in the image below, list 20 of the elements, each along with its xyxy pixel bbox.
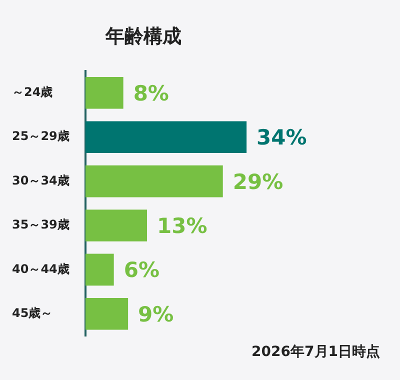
- y-tick-label: ～24歳: [12, 85, 53, 100]
- text: 2026年7月1日時点: [252, 343, 380, 361]
- data-label: 34%: [256, 126, 307, 150]
- y-tick-label: 35～39歳: [12, 218, 70, 232]
- data-label: 29%: [232, 170, 284, 194]
- bar: [85, 298, 128, 330]
- bar: [85, 121, 247, 154]
- chart-title: 年齢構成: [104, 25, 182, 48]
- y-tick-label: 45歳～: [12, 306, 53, 320]
- bar: [85, 254, 114, 286]
- data-label: 9%: [138, 302, 174, 326]
- data-label: 6%: [124, 258, 160, 282]
- bar: [85, 165, 223, 198]
- y-tick-label: 30～34歳: [12, 173, 70, 188]
- y-tick-label: 25～29歳: [12, 129, 70, 144]
- data-label: 8%: [133, 81, 169, 106]
- bar: [85, 76, 124, 109]
- bar: [85, 210, 148, 242]
- data-label: 13%: [157, 214, 208, 238]
- y-tick-label: 40～44歳: [12, 262, 70, 276]
